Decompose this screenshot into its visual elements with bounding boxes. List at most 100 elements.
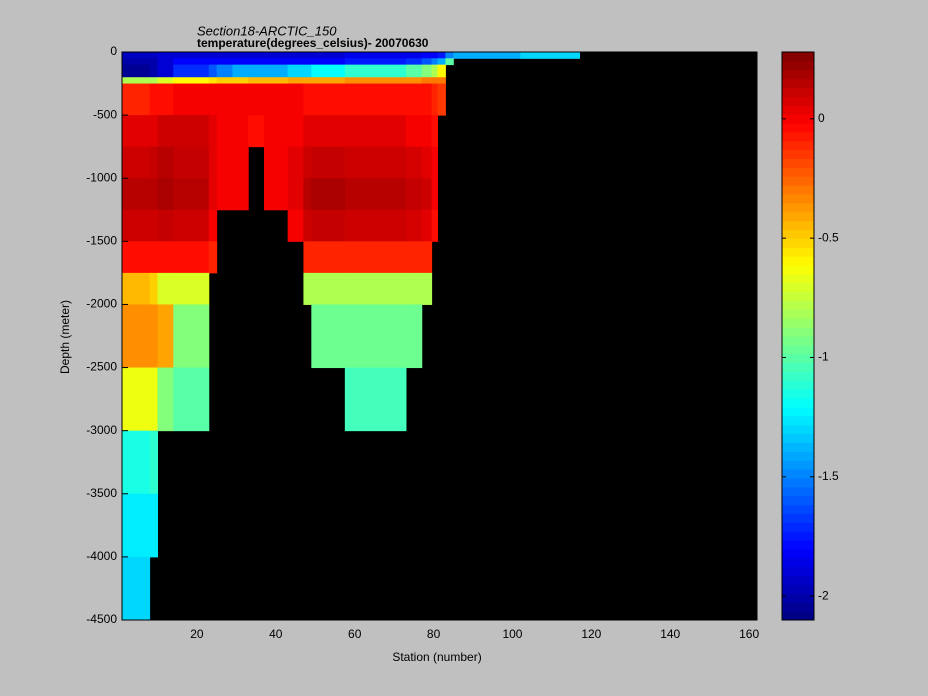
heatmap-cell bbox=[157, 178, 174, 211]
heatmap-cell bbox=[437, 77, 446, 85]
y-tick-label: -3000 bbox=[86, 423, 117, 437]
heatmap-cell bbox=[263, 83, 289, 116]
colorbar-swatch bbox=[782, 602, 814, 612]
colorbar-swatch bbox=[782, 247, 814, 257]
colorbar-swatch bbox=[782, 566, 814, 577]
colorbar-swatch bbox=[782, 309, 814, 319]
heatmap-cell bbox=[157, 83, 174, 116]
colorbar-swatch bbox=[782, 593, 814, 603]
colorbar-swatch bbox=[782, 362, 814, 372]
heatmap-cell bbox=[431, 58, 439, 66]
heatmap-cell bbox=[149, 77, 158, 85]
x-tick-label: 20 bbox=[190, 627, 204, 641]
heatmap-cell bbox=[149, 367, 158, 432]
x-tick-label: 60 bbox=[348, 627, 362, 641]
colorbar-swatch bbox=[782, 460, 814, 470]
y-tick-label: -3500 bbox=[86, 486, 117, 500]
heatmap-cell bbox=[263, 64, 289, 78]
colorbar-tick-label: -1 bbox=[818, 350, 829, 364]
colorbar-swatch bbox=[782, 371, 814, 381]
colorbar-swatch bbox=[782, 344, 814, 355]
heatmap-cell bbox=[344, 146, 407, 179]
heatmap-cell bbox=[303, 58, 312, 66]
heatmap-cell bbox=[405, 178, 423, 211]
heatmap-cell bbox=[248, 64, 265, 78]
heatmap-cell bbox=[431, 83, 439, 116]
heatmap-cell bbox=[157, 241, 174, 274]
heatmap-cell bbox=[208, 58, 218, 66]
heatmap-cell bbox=[421, 115, 433, 148]
colorbar-swatch bbox=[782, 575, 814, 585]
heatmap-cell bbox=[157, 115, 174, 148]
colorbar-swatch bbox=[782, 140, 814, 151]
heatmap-cell bbox=[149, 272, 158, 305]
heatmap-cell bbox=[303, 77, 312, 85]
heatmap-cell bbox=[421, 178, 433, 211]
heatmap-cell bbox=[173, 241, 210, 274]
heatmap-cell bbox=[431, 52, 439, 59]
heatmap-cell bbox=[232, 77, 249, 85]
colorbar-swatch bbox=[782, 611, 814, 621]
heatmap-cell bbox=[216, 64, 233, 78]
heatmap-cell bbox=[421, 83, 433, 116]
heatmap-cell bbox=[303, 272, 312, 305]
colorbar-swatch bbox=[782, 69, 814, 80]
heatmap-cell bbox=[122, 83, 151, 116]
heatmap-cell bbox=[431, 64, 439, 78]
heatmap-cell bbox=[445, 58, 454, 66]
heatmap-cell bbox=[216, 115, 233, 148]
heatmap-cell bbox=[208, 77, 218, 85]
heatmap-cell bbox=[405, 241, 423, 274]
heatmap-cell bbox=[208, 178, 218, 211]
colorbar-swatch bbox=[782, 185, 814, 195]
colorbar-swatch bbox=[782, 433, 814, 443]
colorbar-swatch bbox=[782, 407, 814, 417]
colorbar-swatch bbox=[782, 504, 814, 514]
colorbar-swatch bbox=[782, 229, 814, 239]
heatmap-cell bbox=[344, 52, 407, 59]
heatmap-cell bbox=[287, 64, 304, 78]
colorbar-swatch bbox=[782, 318, 814, 328]
heatmap-cell bbox=[232, 83, 249, 116]
colorbar-swatch bbox=[782, 158, 814, 168]
heatmap-cell bbox=[122, 556, 151, 621]
heatmap-cell bbox=[157, 304, 174, 369]
heatmap-cell bbox=[173, 178, 210, 211]
colorbar-swatch bbox=[782, 176, 814, 186]
y-tick-label: -1500 bbox=[86, 234, 117, 248]
heatmap-cell bbox=[149, 52, 158, 59]
heatmap-cell bbox=[149, 64, 158, 78]
x-axis-label: Station (number) bbox=[392, 650, 481, 664]
heatmap-cell bbox=[311, 64, 346, 78]
colorbar-swatch bbox=[782, 415, 814, 426]
heatmap-cell bbox=[157, 209, 174, 242]
heatmap-cell bbox=[445, 52, 454, 59]
colorbar-swatch bbox=[782, 380, 814, 390]
heatmap-cell bbox=[157, 272, 174, 305]
heatmap-cell bbox=[149, 493, 158, 558]
heatmap-cell bbox=[311, 146, 346, 179]
heatmap-cell bbox=[303, 209, 312, 242]
colorbar-swatch bbox=[782, 220, 814, 230]
heatmap-cell bbox=[122, 115, 151, 148]
heatmap-cell bbox=[232, 146, 249, 179]
colorbar-swatch bbox=[782, 540, 814, 550]
x-tick-label: 100 bbox=[502, 627, 522, 641]
heatmap-cell bbox=[263, 146, 289, 179]
colorbar-swatch bbox=[782, 300, 814, 310]
heatmap-cell bbox=[122, 178, 151, 211]
heatmap-cell bbox=[149, 430, 158, 495]
colorbar-swatch bbox=[782, 398, 814, 408]
colorbar-swatch bbox=[782, 256, 814, 266]
heatmap-cell bbox=[216, 77, 233, 85]
heatmap-cell bbox=[216, 58, 233, 66]
heatmap-cell bbox=[122, 430, 151, 495]
heatmap-cell bbox=[405, 209, 423, 242]
heatmap-cell bbox=[303, 146, 312, 179]
heatmap-cell bbox=[173, 272, 210, 305]
y-tick-label: -1000 bbox=[86, 170, 117, 184]
heatmap-cell bbox=[157, 52, 174, 59]
x-tick-label: 40 bbox=[269, 627, 283, 641]
x-tick-label: 120 bbox=[581, 627, 601, 641]
